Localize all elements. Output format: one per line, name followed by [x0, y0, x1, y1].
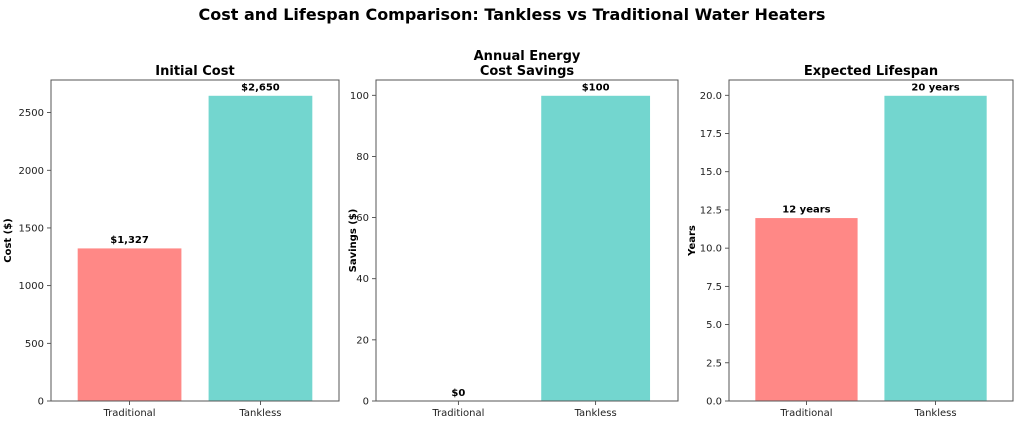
y-tick-label: 500: [25, 339, 44, 350]
y-tick-label: 80: [356, 152, 369, 163]
subplot-title: Cost Savings: [480, 64, 575, 79]
x-tick-label: Traditional: [779, 408, 832, 419]
subplot-3: 12 years Traditional 20 years Tankless 0.0 2.…: [687, 64, 1014, 419]
data-label: $2,650: [241, 82, 280, 93]
axes-frame: [728, 79, 1014, 402]
x-tick-label: Traditional: [431, 408, 484, 419]
data-label: 20 years: [911, 82, 959, 93]
y-tick-label: 0: [38, 397, 44, 408]
y-tick-label: 7.5: [706, 282, 722, 293]
y-tick-label: 100: [350, 91, 369, 102]
y-tick-label: 10.0: [700, 244, 722, 255]
y-tick-label: 1000: [19, 281, 44, 292]
x-tick-label: Tankless: [574, 408, 617, 419]
data-label: $0: [451, 388, 465, 399]
y-tick-label: 2500: [19, 108, 44, 119]
y-axis-label: Savings ($): [348, 209, 359, 273]
bar-tankless: [540, 94, 652, 402]
bar-tankless: [207, 94, 314, 402]
y-tick-label: 12.5: [700, 205, 722, 216]
x-tick-label: Tankless: [914, 408, 957, 419]
y-tick-label: 40: [356, 274, 369, 285]
subplot-1: $1,327 Traditional $2,650 Tankless 0 500 1000 1…: [3, 64, 340, 419]
y-tick-label: 5.0: [706, 320, 722, 331]
y-tick-label: 2.5: [706, 358, 722, 369]
data-label: 12 years: [782, 205, 830, 216]
bar-traditional: [754, 217, 859, 402]
y-tick-label: 1500: [19, 223, 44, 234]
y-tick-label: 2000: [19, 166, 44, 177]
figure-title: Cost and Lifespan Comparison: Tankless v…: [199, 5, 826, 24]
subplot-title: Expected Lifespan: [804, 64, 938, 79]
y-tick-label: 0: [363, 397, 369, 408]
data-label: $1,327: [110, 235, 149, 246]
y-tick-label: 0.0: [706, 397, 722, 408]
subplot-2: $0 Traditional $100 Tankless 0 20 40 60 80 100 Ann…: [348, 49, 679, 419]
y-tick-label: 15.0: [700, 167, 722, 178]
y-tick-label: 20: [356, 335, 369, 346]
bar-tankless: [883, 94, 988, 402]
x-tick-label: Tankless: [238, 408, 281, 419]
y-axis-label: Years: [687, 225, 698, 257]
subplot-title: Annual Energy: [474, 49, 581, 64]
subplot-title: Initial Cost: [155, 64, 234, 79]
y-axis-label: Cost ($): [3, 218, 14, 263]
axes-frame: [375, 79, 679, 402]
y-tick-label: 60: [356, 213, 369, 224]
data-label: $100: [582, 82, 610, 93]
bar-traditional: [76, 247, 183, 402]
axes-frame: [50, 79, 340, 402]
y-tick-label: 17.5: [700, 129, 722, 140]
x-tick-label: Traditional: [103, 408, 156, 419]
y-tick-label: 20.0: [700, 91, 722, 102]
